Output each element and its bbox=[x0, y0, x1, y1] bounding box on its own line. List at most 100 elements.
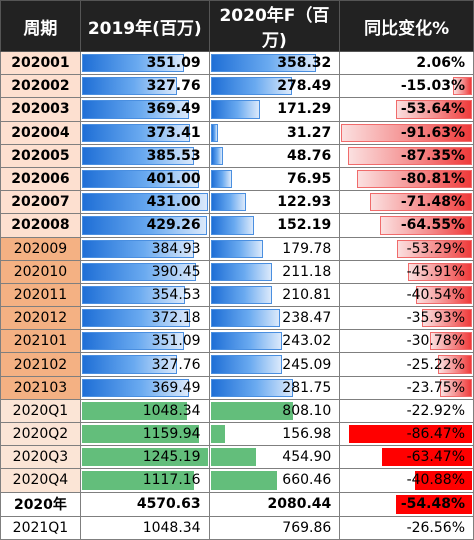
value-2019-cell-value: 4570.63 bbox=[136, 496, 201, 513]
value-2020-cell-value: 245.09 bbox=[282, 356, 332, 373]
change-cell-value: -35.93% bbox=[406, 310, 465, 327]
value-2020-cell-bar bbox=[210, 239, 263, 258]
value-2020-cell: 238.47 bbox=[208, 306, 341, 331]
value-2020-cell-bar bbox=[210, 332, 282, 351]
value-2019-cell-bar bbox=[81, 378, 190, 397]
value-2019-cell: 384.93 bbox=[79, 236, 210, 261]
header-2019: 2019年(百万) bbox=[79, 0, 210, 52]
value-2020-cell-value: 278.49 bbox=[277, 78, 332, 95]
change-cell-bar bbox=[347, 146, 472, 165]
value-2019-cell-bar bbox=[81, 146, 195, 165]
value-2019-cell-bar bbox=[81, 355, 177, 374]
table-row: 202004 373.41 31.27 -91.63% bbox=[0, 120, 474, 145]
period-cell: 2020年 bbox=[0, 491, 81, 517]
change-cell-bar bbox=[349, 425, 472, 444]
value-2020-cell-bar bbox=[210, 471, 278, 490]
value-2019-cell-bar bbox=[81, 401, 188, 420]
value-2019-cell-value: 385.53 bbox=[146, 147, 201, 164]
value-2020-cell: 2080.44 bbox=[208, 491, 341, 517]
change-cell-bar bbox=[415, 285, 472, 305]
value-2020-cell: 454.90 bbox=[208, 445, 341, 470]
value-2019-cell-bar bbox=[81, 216, 208, 235]
value-2020-cell: 171.29 bbox=[208, 97, 341, 122]
value-2019-cell: 327.76 bbox=[79, 352, 210, 377]
value-2019-cell: 369.49 bbox=[79, 375, 210, 400]
period-cell: 2020Q3 bbox=[0, 445, 81, 470]
period-cell: 2021Q1 bbox=[0, 515, 81, 540]
value-2020-cell: 76.95 bbox=[208, 166, 341, 192]
value-2019-cell: 401.00 bbox=[79, 166, 210, 192]
value-2019-cell: 4570.63 bbox=[79, 491, 210, 517]
value-2019-cell-bar bbox=[81, 425, 199, 444]
value-2020-cell: 660.46 bbox=[208, 468, 341, 493]
value-2019-cell: 1245.19 bbox=[79, 445, 210, 470]
value-2020-cell-value: 769.86 bbox=[282, 519, 332, 536]
table-row: 202012 372.18 238.47 -35.93% bbox=[0, 306, 474, 331]
value-2020-cell-bar bbox=[210, 378, 294, 397]
change-cell-value: -30.78% bbox=[406, 333, 465, 350]
change-cell-value: -40.54% bbox=[406, 286, 465, 303]
period-cell: 202012 bbox=[0, 306, 81, 331]
change-cell: -80.81% bbox=[339, 166, 474, 192]
value-2020-cell-value: 358.32 bbox=[277, 55, 332, 72]
change-cell: -53.29% bbox=[339, 236, 474, 261]
period-cell: 202004 bbox=[0, 120, 81, 145]
header-2020: 2020年F（百万) bbox=[208, 0, 341, 52]
change-cell: -86.47% bbox=[339, 421, 474, 447]
value-2019-cell-bar bbox=[81, 332, 184, 351]
value-2020-cell: 48.76 bbox=[208, 143, 341, 168]
table-body: 202001 351.09 358.32 2.06% 202002 327.76 278.4… bbox=[0, 50, 474, 540]
value-2019-cell: 351.09 bbox=[79, 329, 210, 354]
period-cell: 202001 bbox=[0, 50, 81, 76]
value-2019-cell: 1159.94 bbox=[79, 421, 210, 447]
table-row: 2020Q3 1245.19 454.90 -63.47% bbox=[0, 445, 474, 470]
value-2020-cell-value: 281.75 bbox=[282, 379, 332, 396]
change-cell: -64.55% bbox=[339, 213, 474, 238]
value-2020-cell: 31.27 bbox=[208, 120, 341, 145]
period-cell: 202103 bbox=[0, 375, 81, 400]
value-2020-cell-value: 454.90 bbox=[282, 449, 332, 466]
change-cell-bar bbox=[422, 309, 472, 328]
value-2020-cell-value: 48.76 bbox=[286, 147, 332, 164]
value-2020-cell: 769.86 bbox=[208, 515, 341, 540]
value-2019-cell-bar bbox=[81, 123, 191, 142]
value-2020-cell-bar bbox=[210, 309, 281, 328]
change-cell: -71.48% bbox=[339, 190, 474, 215]
table-row: 202010 390.45 211.18 -45.91% bbox=[0, 259, 474, 284]
value-2019-cell: 369.49 bbox=[79, 97, 210, 122]
table-row: 202009 384.93 179.78 -53.29% bbox=[0, 236, 474, 261]
table-row: 2020年 4570.63 2080.44 -54.48% bbox=[0, 491, 474, 517]
period-cell: 202102 bbox=[0, 352, 81, 377]
value-2020-cell-bar bbox=[210, 146, 224, 165]
value-2019-cell: 327.76 bbox=[79, 74, 210, 99]
change-cell-value: -22.92% bbox=[406, 402, 465, 419]
period-cell: 202101 bbox=[0, 329, 81, 354]
value-2020-cell-bar bbox=[210, 285, 272, 305]
value-2019-cell: 1048.34 bbox=[79, 515, 210, 540]
value-2020-cell-value: 171.29 bbox=[277, 101, 332, 118]
change-cell: 2.06% bbox=[339, 50, 474, 76]
value-2020-cell-bar bbox=[210, 100, 261, 119]
value-2020-cell: 808.10 bbox=[208, 398, 341, 424]
change-cell: -23.75% bbox=[339, 375, 474, 400]
value-2020-cell-value: 179.78 bbox=[282, 240, 332, 257]
value-2019-cell-value: 369.49 bbox=[151, 379, 201, 396]
table-row: 202002 327.76 278.49 -15.03% bbox=[0, 74, 474, 99]
table-row: 202006 401.00 76.95 -80.81% bbox=[0, 166, 474, 192]
change-cell-bar bbox=[396, 100, 472, 119]
value-2019-cell-value: 1117.16 bbox=[142, 472, 201, 489]
value-2019-cell: 390.45 bbox=[79, 259, 210, 284]
change-cell: -54.48% bbox=[339, 491, 474, 517]
value-2019-cell: 372.18 bbox=[79, 306, 210, 331]
value-2019-cell: 351.09 bbox=[79, 50, 210, 76]
value-2019-cell-value: 401.00 bbox=[146, 171, 201, 188]
value-2020-cell: 210.81 bbox=[208, 282, 341, 308]
value-2020-cell: 245.09 bbox=[208, 352, 341, 377]
change-cell-value: -23.75% bbox=[406, 379, 465, 396]
change-cell-value: -15.03% bbox=[400, 78, 465, 95]
value-2019-cell-value: 351.09 bbox=[146, 55, 201, 72]
value-2019-cell-value: 1048.34 bbox=[142, 402, 201, 419]
change-cell-bar bbox=[341, 123, 472, 142]
value-2020-cell-value: 76.95 bbox=[286, 171, 332, 188]
period-cell: 202009 bbox=[0, 236, 81, 261]
